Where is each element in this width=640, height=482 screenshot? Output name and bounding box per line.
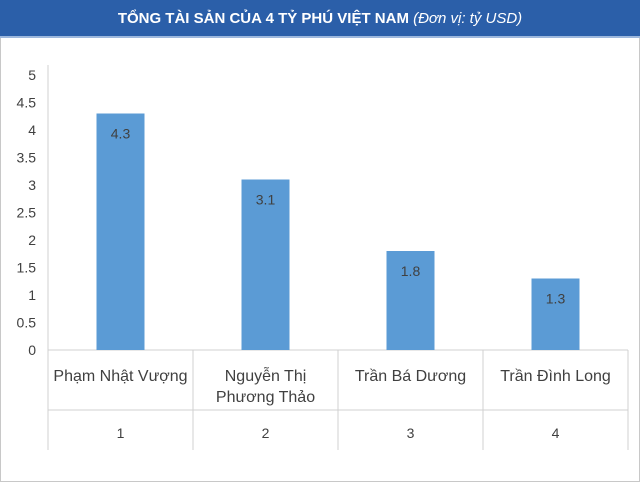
bar: [386, 251, 435, 350]
y-tick-label: 0.5: [17, 315, 37, 331]
bar: [531, 278, 580, 350]
data-label: 3.1: [256, 192, 276, 208]
x-index-label: 3: [407, 425, 415, 441]
chart-unit: (Đơn vị: tỷ USD): [413, 10, 523, 27]
y-tick-label: 5: [28, 67, 36, 83]
x-index-label: 4: [552, 425, 560, 441]
x-category-label: Trần Bá Dương: [355, 368, 466, 385]
y-tick-label: 0: [28, 342, 36, 358]
x-category-label: Phạm Nhật Vượng: [53, 368, 187, 385]
y-tick-label: 4: [28, 122, 36, 138]
x-category-label: Trần Đình Long: [500, 368, 611, 385]
y-tick-label: 2.5: [17, 205, 37, 221]
x-category-label: Nguyễn Thị: [225, 366, 307, 385]
chart-title-bar: TỔNG TÀI SẢN CỦA 4 TỶ PHÚ VIỆT NAM (Đơn …: [0, 0, 640, 38]
data-label: 1.8: [401, 263, 421, 279]
data-label: 4.3: [111, 126, 131, 142]
bar: [96, 113, 145, 350]
y-tick-label: 3.5: [17, 150, 37, 166]
y-tick-label: 2: [28, 232, 36, 248]
x-index-label: 1: [117, 425, 125, 441]
bar: [241, 179, 290, 350]
y-tick-label: 4.5: [17, 95, 37, 111]
y-tick-label: 1.5: [17, 260, 37, 276]
y-tick-label: 1: [28, 287, 36, 303]
x-category-label: Phương Thảo: [216, 389, 315, 406]
data-label: 1.3: [546, 291, 566, 307]
chart-title: TỔNG TÀI SẢN CỦA 4 TỶ PHÚ VIỆT NAM: [117, 10, 409, 27]
x-index-label: 2: [262, 425, 270, 441]
y-tick-label: 3: [28, 177, 36, 193]
